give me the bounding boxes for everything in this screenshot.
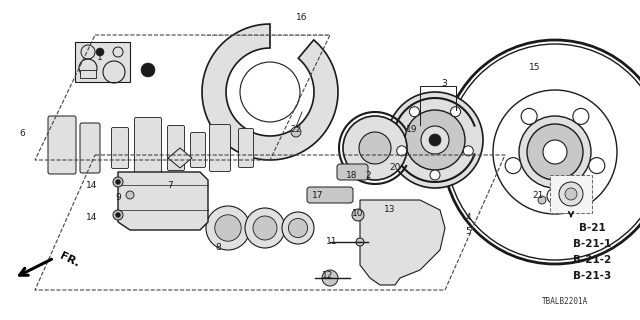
Circle shape <box>352 209 364 221</box>
Text: 18: 18 <box>346 171 358 180</box>
Text: B-21-2: B-21-2 <box>573 255 611 265</box>
Circle shape <box>589 157 605 173</box>
Circle shape <box>421 126 449 154</box>
Circle shape <box>547 188 563 204</box>
Text: 9: 9 <box>115 194 121 203</box>
Text: 11: 11 <box>326 237 338 246</box>
FancyBboxPatch shape <box>550 175 592 213</box>
Polygon shape <box>360 200 445 285</box>
FancyBboxPatch shape <box>111 127 129 169</box>
Circle shape <box>113 177 123 187</box>
Circle shape <box>505 157 521 173</box>
Circle shape <box>343 116 407 180</box>
Circle shape <box>245 208 285 248</box>
Circle shape <box>430 170 440 180</box>
Polygon shape <box>168 148 192 168</box>
Text: 14: 14 <box>86 213 98 222</box>
Circle shape <box>113 210 123 220</box>
Circle shape <box>115 212 120 218</box>
Text: 21: 21 <box>532 191 544 201</box>
Text: 14: 14 <box>86 180 98 189</box>
FancyBboxPatch shape <box>48 116 76 174</box>
Circle shape <box>405 110 465 170</box>
Text: 15: 15 <box>529 63 541 73</box>
Text: 12: 12 <box>323 271 333 281</box>
Text: 7: 7 <box>167 180 173 189</box>
Circle shape <box>282 212 314 244</box>
Text: 1: 1 <box>97 53 103 62</box>
Circle shape <box>521 108 537 124</box>
Text: 20: 20 <box>389 164 401 172</box>
Circle shape <box>141 63 155 77</box>
Circle shape <box>565 188 577 200</box>
Circle shape <box>463 146 474 156</box>
Text: 19: 19 <box>406 125 418 134</box>
Text: 16: 16 <box>296 13 308 22</box>
FancyBboxPatch shape <box>80 123 100 173</box>
Circle shape <box>573 108 589 124</box>
Text: TBALB2201A: TBALB2201A <box>542 298 588 307</box>
FancyBboxPatch shape <box>191 132 205 167</box>
Circle shape <box>493 90 617 214</box>
Circle shape <box>519 116 591 188</box>
Text: 4: 4 <box>465 213 471 222</box>
Circle shape <box>253 216 277 240</box>
Text: 8: 8 <box>215 243 221 252</box>
Circle shape <box>538 196 546 204</box>
Circle shape <box>387 92 483 188</box>
Circle shape <box>291 127 301 137</box>
FancyBboxPatch shape <box>209 124 230 172</box>
Circle shape <box>206 206 250 250</box>
Circle shape <box>115 180 120 185</box>
Text: 3: 3 <box>441 78 447 87</box>
Text: FR.: FR. <box>58 251 81 269</box>
Circle shape <box>359 132 391 164</box>
Circle shape <box>289 218 308 237</box>
Circle shape <box>559 182 583 206</box>
Circle shape <box>322 270 338 286</box>
Polygon shape <box>118 172 208 230</box>
Circle shape <box>126 191 134 199</box>
Text: 13: 13 <box>384 205 396 214</box>
Circle shape <box>397 146 406 156</box>
Circle shape <box>527 124 583 180</box>
Circle shape <box>356 238 364 246</box>
Circle shape <box>443 40 640 264</box>
FancyBboxPatch shape <box>307 187 353 203</box>
Circle shape <box>429 134 441 146</box>
Text: 6: 6 <box>19 129 25 138</box>
Circle shape <box>240 62 300 122</box>
Text: 10: 10 <box>352 209 364 218</box>
Text: B-21-3: B-21-3 <box>573 271 611 281</box>
FancyBboxPatch shape <box>168 125 184 171</box>
FancyBboxPatch shape <box>75 42 130 82</box>
Text: 5: 5 <box>465 228 471 236</box>
Polygon shape <box>202 24 338 160</box>
Text: 17: 17 <box>312 190 324 199</box>
FancyBboxPatch shape <box>134 117 161 172</box>
Polygon shape <box>80 70 96 78</box>
FancyBboxPatch shape <box>337 164 368 180</box>
Circle shape <box>410 107 419 117</box>
Text: B-21: B-21 <box>579 223 605 233</box>
Circle shape <box>96 48 104 56</box>
Circle shape <box>215 215 241 241</box>
Text: 2: 2 <box>365 171 371 180</box>
Circle shape <box>543 140 567 164</box>
Text: 22: 22 <box>291 125 301 134</box>
Circle shape <box>451 107 461 117</box>
FancyBboxPatch shape <box>239 129 253 167</box>
Text: B-21-1: B-21-1 <box>573 239 611 249</box>
